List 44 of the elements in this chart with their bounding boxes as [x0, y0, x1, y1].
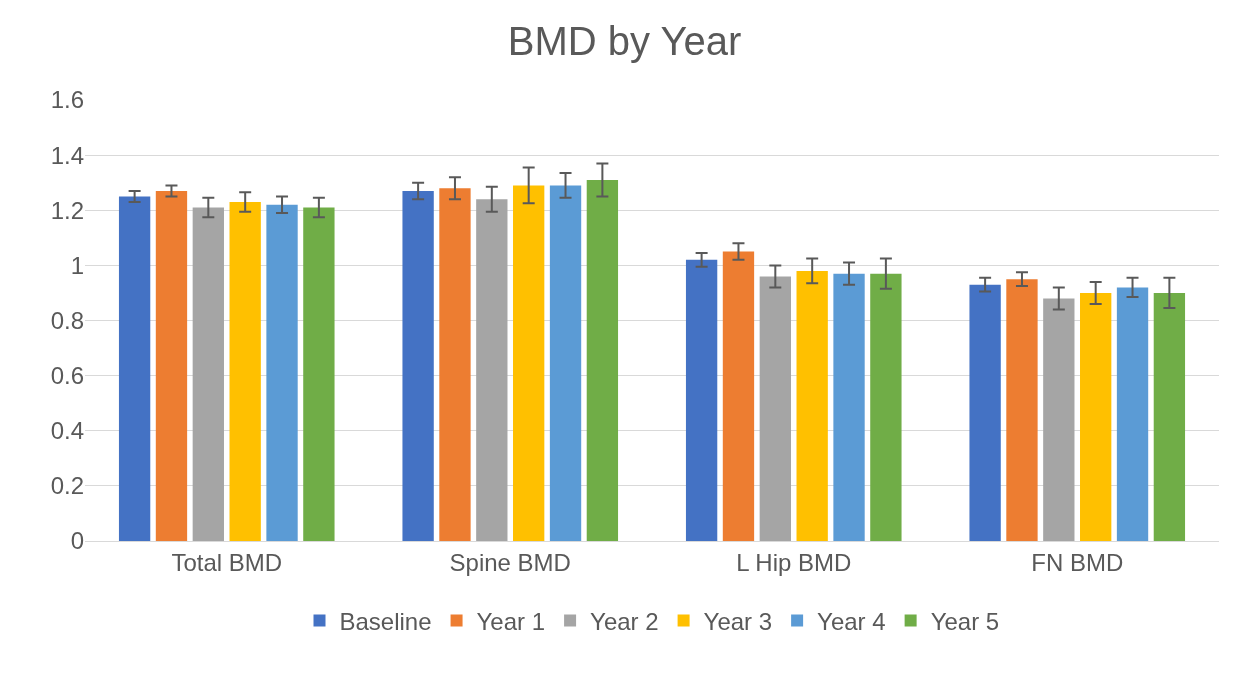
y-tick-label: 0.6 [50, 362, 84, 390]
legend-label: Year 5 [930, 607, 1000, 635]
bar [266, 204, 298, 541]
bar [402, 190, 434, 541]
legend-label: Year 3 [703, 607, 773, 635]
y-tick-label: 0.4 [50, 417, 84, 445]
bar [759, 276, 791, 541]
bar [192, 207, 224, 541]
bar [1043, 298, 1075, 541]
y-tick-label: 1.2 [50, 196, 84, 224]
bar [549, 185, 582, 541]
y-tick-label: 1 [70, 251, 84, 279]
legend-label: Year 4 [817, 607, 886, 635]
bar [1080, 292, 1112, 541]
bar [586, 179, 619, 541]
y-tick-label: 1.6 [50, 86, 84, 114]
bar [685, 259, 718, 541]
x-tick-label: Spine BMD [449, 548, 571, 576]
bar [513, 185, 545, 541]
y-tick-label: 1.4 [50, 141, 84, 169]
x-tick-label: FN BMD [1031, 548, 1124, 576]
bar [476, 199, 508, 541]
bar [1153, 292, 1186, 541]
x-tick-label: L Hip BMD [736, 548, 852, 576]
bar [439, 188, 471, 541]
bar [722, 251, 755, 541]
bar [1006, 279, 1038, 541]
bar [303, 207, 335, 541]
bar [833, 273, 865, 541]
legend-label: Baseline [339, 607, 432, 635]
bar [870, 273, 902, 541]
y-tick-label: 0.8 [50, 306, 84, 334]
bar [229, 201, 261, 541]
bar [796, 270, 828, 541]
x-tick-label: Total BMD [171, 548, 283, 576]
y-tick-label: 0.2 [50, 472, 84, 500]
bar [969, 284, 1001, 541]
bar [1116, 287, 1149, 541]
legend-label: Year 2 [590, 607, 659, 635]
y-tick-label: 0 [70, 527, 84, 555]
legend-label: Year 1 [476, 607, 546, 635]
bar [155, 190, 188, 541]
chart-title: BMD by Year [507, 19, 742, 64]
bar [118, 196, 151, 541]
